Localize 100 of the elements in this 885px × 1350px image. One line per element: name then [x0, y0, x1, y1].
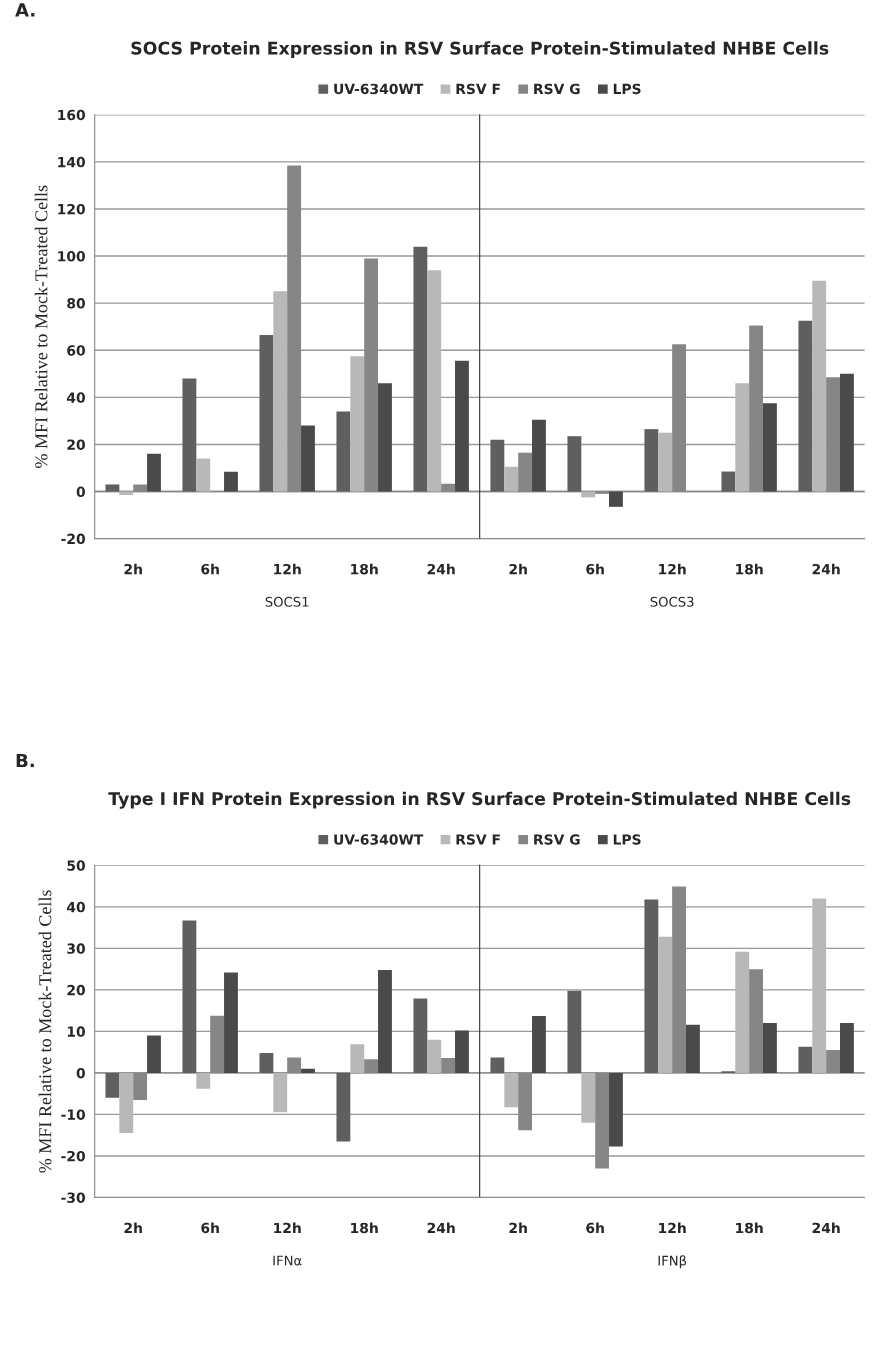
legend-label: RSV F: [456, 834, 500, 845]
y-tick-label: 120: [58, 203, 85, 215]
bar: [504, 1072, 519, 1108]
y-axis-title: % MFI Relative to Mock-Treated Cells: [34, 185, 48, 468]
bar: [735, 951, 750, 1073]
y-tick-label: 40: [66, 901, 85, 913]
text: B.: [16, 753, 34, 768]
bar: [336, 411, 351, 492]
bar: [567, 990, 582, 1073]
bar: [490, 439, 505, 492]
bar: [301, 1068, 315, 1073]
bar: [798, 320, 813, 492]
y-tick-label: 50: [67, 860, 85, 871]
y-tick-label: 100: [58, 251, 85, 262]
y-tick-label: 10: [67, 1026, 85, 1037]
bar: [812, 280, 827, 492]
bar: [658, 936, 673, 1073]
bar: [518, 452, 533, 492]
bar: [812, 898, 827, 1073]
legend-label: RSV G: [534, 83, 580, 95]
bar: [364, 258, 379, 492]
bar: [287, 165, 302, 492]
bar: [644, 429, 659, 492]
y-tick-label: -10: [61, 1109, 85, 1120]
bar: [413, 998, 428, 1073]
x-tick-label: 2h: [509, 563, 527, 575]
y-tick-label: 40: [66, 392, 85, 403]
bar: [301, 425, 315, 492]
y-tick-label: -30: [61, 1192, 85, 1203]
bar: [658, 432, 673, 492]
bar: [441, 483, 456, 492]
bar: [224, 471, 238, 492]
bar: [749, 325, 764, 492]
bar: [147, 453, 161, 492]
bar: [763, 403, 777, 492]
legend-label: UV-6340WT: [334, 834, 424, 845]
y-tick-label: 160: [58, 109, 85, 121]
bar: [644, 899, 659, 1073]
x-tick-label: 2h: [509, 1222, 527, 1233]
y-tick-label: 20: [67, 984, 85, 996]
bar: [581, 1072, 596, 1123]
x-axis-title: SOCS3: [650, 596, 694, 607]
bar: [378, 383, 392, 492]
x-tick-label: 2h: [124, 563, 142, 575]
bar: [609, 1072, 623, 1147]
y-tick-label: 80: [67, 298, 85, 309]
x-tick-label: 6h: [201, 563, 219, 575]
x-axis-title: IFNβ: [658, 1255, 687, 1269]
x-tick-label: 24h: [427, 563, 455, 575]
x-tick-label: 18h: [736, 563, 763, 575]
bar: [273, 1072, 288, 1113]
y-tick-label: -20: [61, 533, 85, 545]
bar: [119, 1072, 134, 1134]
y-tick-label: -20: [61, 1150, 85, 1162]
y-tick-label: 30: [67, 943, 85, 954]
bar: [196, 458, 211, 492]
y-tick-label: 60: [67, 345, 85, 356]
bar: [259, 1052, 274, 1073]
bar: [763, 1023, 777, 1073]
x-tick-label: 6h: [586, 563, 604, 575]
bar: [532, 419, 546, 492]
text: A.: [15, 3, 35, 17]
bar: [350, 356, 365, 492]
legend-label: LPS: [613, 834, 641, 845]
bar: [224, 972, 238, 1073]
x-tick-label: 12h: [659, 1222, 686, 1233]
bar: [105, 1072, 120, 1098]
legend-label: RSV G: [534, 834, 580, 845]
bar: [840, 1023, 854, 1073]
bar: [609, 491, 623, 507]
chart-title: Type I IFN Protein Expression in RSV Surface Protein-Stimulated NHBE Cells: [108, 791, 851, 809]
x-axis-title: SOCS1: [265, 596, 309, 607]
y-tick-label: 140: [58, 156, 85, 168]
bar: [532, 1016, 546, 1073]
bar: [378, 969, 392, 1073]
legend-label: LPS: [613, 83, 641, 95]
bar: [427, 270, 442, 492]
bar: [350, 1044, 365, 1073]
bar: [721, 471, 736, 492]
bar: [840, 373, 854, 492]
chart-title: SOCS Protein Expression in RSV Surface Protein-Stimulated NHBE Cells: [131, 41, 829, 59]
x-tick-label: 12h: [274, 1222, 301, 1233]
bar: [567, 436, 582, 492]
bar: [336, 1072, 351, 1142]
x-axis-title: IFNα: [273, 1255, 302, 1266]
bar: [182, 920, 197, 1073]
bar: [413, 246, 428, 492]
bar: [798, 1046, 813, 1073]
x-tick-label: 12h: [659, 563, 686, 575]
y-tick-label: 20: [67, 439, 85, 450]
x-tick-label: 24h: [812, 1222, 840, 1233]
x-tick-label: 18h: [736, 1222, 763, 1234]
x-tick-label: 24h: [427, 1222, 455, 1233]
bar: [105, 484, 120, 492]
x-tick-label: 24h: [812, 563, 840, 575]
x-tick-label: 6h: [586, 1222, 604, 1234]
y-axis-title: % MFI Relative to Mock-Treated Cells: [38, 890, 52, 1173]
x-tick-label: 18h: [351, 563, 378, 575]
bar: [182, 378, 197, 492]
bar: [427, 1039, 442, 1073]
